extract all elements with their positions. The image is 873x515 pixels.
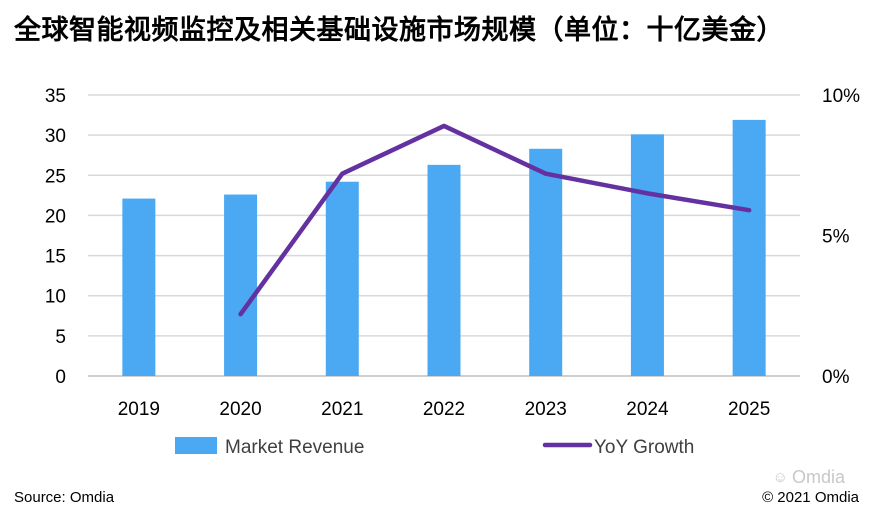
bar-2021 xyxy=(325,181,359,376)
y2-tick-label: 5% xyxy=(822,227,850,248)
x-tick-label: 2020 xyxy=(219,399,261,420)
bar-2024 xyxy=(630,134,664,376)
y-tick-label: 30 xyxy=(45,126,66,147)
y-tick-label: 0 xyxy=(55,367,66,388)
y2-tick-label: 0% xyxy=(822,367,850,388)
y-tick-label: 35 xyxy=(45,86,66,107)
x-tick-label: 2024 xyxy=(626,399,669,420)
y-tick-label: 25 xyxy=(45,166,66,187)
legend-swatch-market-revenue xyxy=(175,437,217,454)
wechat-icon: ☺ xyxy=(772,469,788,486)
y-tick-label: 15 xyxy=(45,247,66,268)
x-tick-label: 2019 xyxy=(118,399,160,420)
source-note: Source: Omdia xyxy=(14,489,115,506)
y-tick-label: 5 xyxy=(55,327,66,348)
legend-label-market-revenue: Market Revenue xyxy=(225,437,364,458)
x-tick-label: 2021 xyxy=(321,399,363,420)
bar-2019 xyxy=(122,198,156,376)
watermark: ☺ Omdia xyxy=(773,467,845,488)
watermark-text: Omdia xyxy=(791,467,845,487)
copyright-note: © 2021 Omdia xyxy=(762,489,859,506)
y-tick-label: 10 xyxy=(45,287,66,308)
x-tick-label: 2025 xyxy=(728,399,770,420)
chart-title: 全球智能视频监控及相关基础设施市场规模（单位：十亿美金） xyxy=(14,15,784,46)
x-tick-label: 2023 xyxy=(525,399,567,420)
legend-label-yoy-growth: YoY Growth xyxy=(594,437,694,458)
y2-tick-label: 10% xyxy=(822,86,860,107)
bar-2023 xyxy=(529,148,563,376)
bar-2020 xyxy=(224,194,258,376)
bar-2025 xyxy=(732,119,766,376)
y-tick-label: 20 xyxy=(45,206,66,227)
bar-2022 xyxy=(427,164,461,376)
x-tick-label: 2022 xyxy=(423,399,465,420)
yoy-growth-line xyxy=(238,123,752,317)
